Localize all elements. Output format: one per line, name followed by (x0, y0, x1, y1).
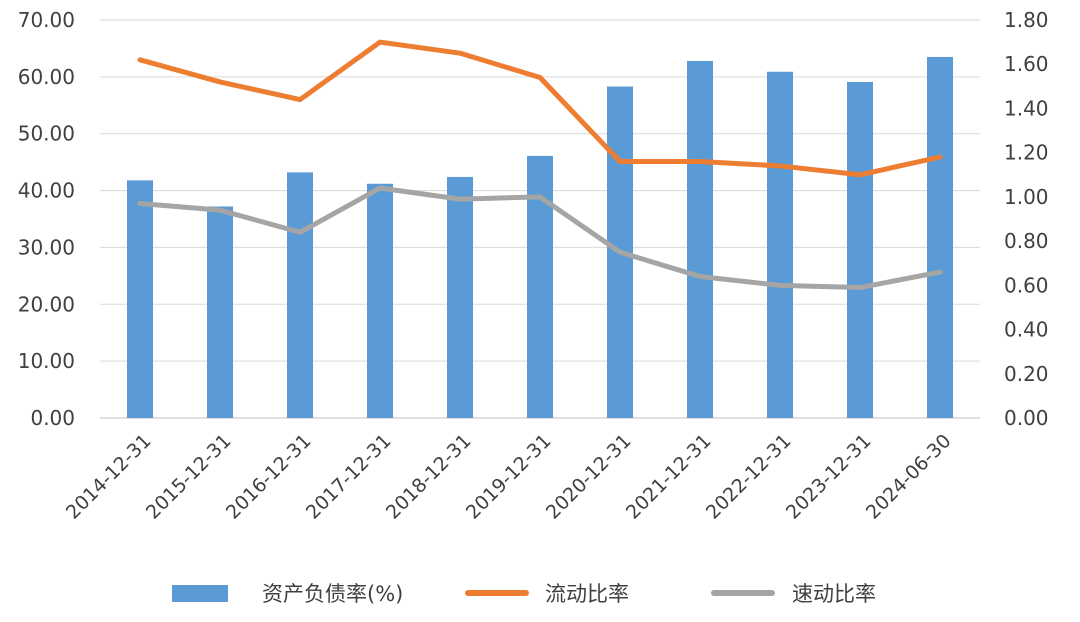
bar (367, 183, 393, 418)
y-axis-left: 0.00 10.00 20.00 30.00 40.00 50.00 60.00 70.00 (18, 8, 75, 430)
bar (287, 172, 313, 418)
x-tick-label: 2014-12-31 (62, 430, 156, 524)
y-right-tick-label: 1.80 (1004, 8, 1049, 32)
y-right-tick-label: 0.00 (1004, 406, 1049, 430)
series-line (137, 185, 943, 291)
bar (447, 176, 473, 418)
bar-series (127, 56, 953, 419)
y-left-tick-label: 10.00 (18, 349, 75, 373)
x-tick-label: 2024-06-30 (862, 430, 956, 524)
y-right-tick-label: 1.00 (1004, 185, 1049, 209)
bar (687, 60, 713, 419)
bar (927, 56, 953, 418)
bar (767, 71, 793, 419)
x-tick-label: 2022-12-31 (702, 430, 796, 524)
bar (847, 81, 873, 418)
x-tick-label: 2021-12-31 (622, 430, 716, 524)
x-axis: 2014-12-312015-12-312016-12-312017-12-31… (62, 430, 956, 524)
series-line (137, 39, 943, 178)
legend-label: 资产负债率(%) (262, 582, 403, 606)
line-series (137, 39, 943, 291)
y-left-tick-label: 70.00 (18, 8, 75, 32)
y-right-tick-label: 0.20 (1004, 362, 1049, 386)
bar (127, 180, 153, 418)
y-right-tick-label: 0.60 (1004, 273, 1049, 297)
bar (207, 206, 233, 418)
y-left-tick-label: 30.00 (18, 235, 75, 259)
y-right-tick-label: 0.40 (1004, 318, 1049, 342)
y-right-tick-label: 1.20 (1004, 141, 1049, 165)
y-left-tick-label: 0.00 (30, 406, 75, 430)
legend: 资产负债率(%) 流动比率 速动比率 (172, 582, 876, 606)
x-tick-label: 2023-12-31 (782, 430, 876, 524)
legend-label: 流动比率 (545, 582, 629, 606)
x-tick-label: 2015-12-31 (142, 430, 236, 524)
y-right-tick-label: 0.80 (1004, 229, 1049, 253)
x-tick-label: 2019-12-31 (462, 430, 556, 524)
y-right-tick-label: 1.40 (1004, 96, 1049, 120)
x-tick-label: 2016-12-31 (222, 430, 316, 524)
x-tick-label: 2018-12-31 (382, 430, 476, 524)
y-left-tick-label: 20.00 (18, 292, 75, 316)
y-right-tick-label: 1.60 (1004, 52, 1049, 76)
y-left-tick-label: 50.00 (18, 122, 75, 146)
x-tick-label: 2020-12-31 (542, 430, 636, 524)
y-axis-right: 0.00 0.20 0.40 0.60 0.80 1.00 1.20 1.40 1.60 1.80 (1004, 8, 1049, 430)
legend-label: 速动比率 (792, 582, 876, 606)
legend-swatch (172, 585, 228, 602)
y-left-tick-label: 40.00 (18, 179, 75, 203)
x-tick-label: 2017-12-31 (302, 430, 396, 524)
y-left-tick-label: 60.00 (18, 65, 75, 89)
